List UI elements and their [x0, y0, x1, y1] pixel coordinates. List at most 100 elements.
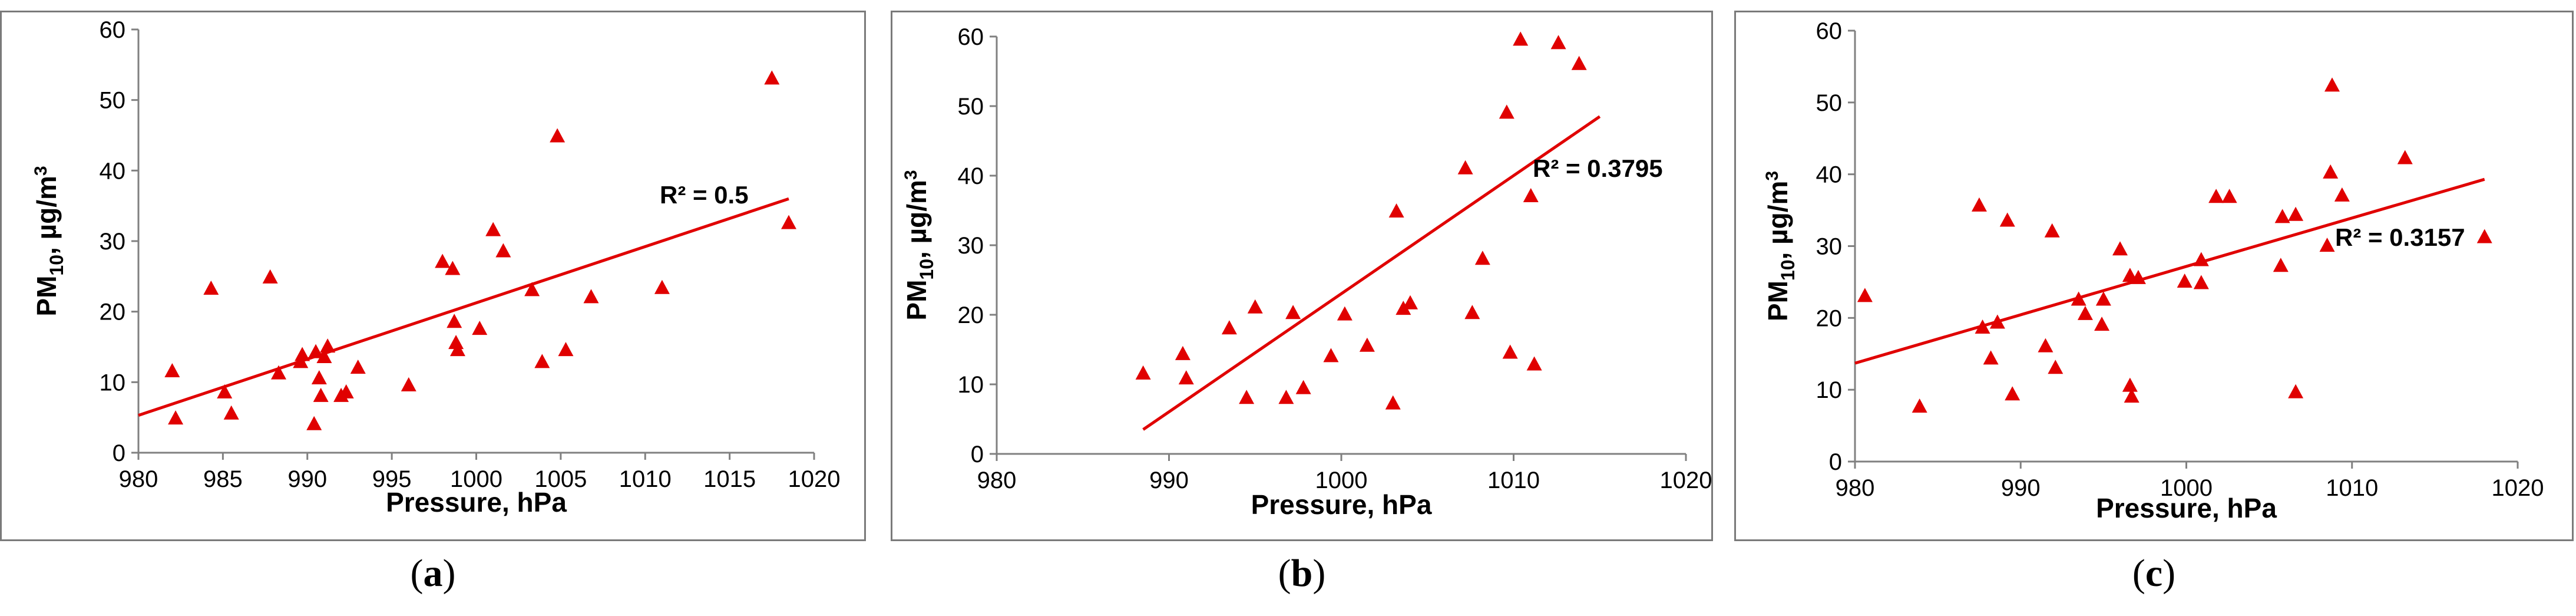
data-point: [1526, 356, 1542, 371]
data-point: [1239, 390, 1255, 404]
data-point: [2319, 238, 2335, 252]
data-point: [271, 365, 287, 380]
data-point: [2193, 252, 2209, 266]
data-point: [1323, 348, 1339, 363]
data-point: [1247, 299, 1263, 314]
x-tick-label: 990: [2001, 475, 2041, 501]
data-point: [2122, 377, 2138, 392]
y-tick-label: 10: [1816, 377, 1843, 403]
data-point: [1499, 104, 1514, 119]
data-point: [217, 384, 233, 398]
data-point: [2208, 189, 2224, 203]
data-point: [338, 384, 354, 398]
y-axis-label: PM10, µg/m3: [901, 170, 937, 320]
y-tick-label: 10: [958, 372, 984, 398]
data-point: [1513, 31, 1529, 46]
chart-frame-b: [891, 11, 1713, 541]
data-point: [1285, 305, 1301, 319]
data-point: [1385, 395, 1401, 410]
data-point: [203, 280, 219, 295]
data-point: [1550, 35, 1566, 50]
data-point: [2130, 269, 2146, 284]
data-point: [311, 370, 327, 384]
data-point: [781, 215, 796, 229]
data-point: [2288, 384, 2304, 398]
x-tick-label: 1000: [2160, 475, 2213, 501]
data-point: [2221, 189, 2237, 203]
x-tick-label: 990: [1149, 467, 1189, 493]
caption-a: (a): [410, 552, 456, 595]
y-tick-label: 0: [113, 440, 125, 466]
data-point: [2094, 317, 2110, 331]
data-point: [2397, 150, 2413, 164]
data-point: [1388, 203, 1404, 218]
data-point: [1457, 160, 1473, 174]
data-point: [2038, 338, 2053, 353]
x-tick-label: 980: [1836, 475, 1875, 501]
data-point: [495, 243, 511, 258]
data-point: [1571, 55, 1587, 70]
data-point: [558, 342, 574, 357]
data-point: [2077, 305, 2093, 320]
y-tick-label: 20: [1816, 305, 1843, 331]
data-point: [2071, 291, 2086, 306]
data-point: [1295, 380, 1311, 394]
x-tick-label: 1010: [2326, 475, 2378, 501]
data-point: [1135, 365, 1151, 380]
data-point: [583, 289, 599, 304]
data-point: [2193, 275, 2209, 289]
y-tick-label: 0: [971, 442, 984, 467]
data-point: [1178, 370, 1194, 385]
caption-c: (c): [2132, 552, 2176, 595]
data-point: [448, 335, 464, 350]
data-point: [1999, 212, 2015, 227]
r-squared-label: R² = 0.5: [660, 181, 749, 209]
x-tick-label: 985: [203, 466, 243, 492]
data-point: [2005, 386, 2021, 401]
y-tick-label: 40: [958, 163, 984, 189]
y-tick-label: 20: [958, 302, 984, 328]
x-tick-label: 980: [119, 466, 158, 492]
data-point: [262, 269, 278, 284]
data-point: [2323, 164, 2339, 179]
x-tick-label: 1010: [1487, 467, 1540, 493]
x-tick-label: 1015: [703, 466, 756, 492]
data-point: [1989, 314, 2005, 329]
data-point: [1359, 337, 1375, 352]
data-point: [2476, 229, 2492, 243]
data-point: [164, 363, 180, 377]
x-tick-label: 1010: [619, 466, 672, 492]
data-point: [1983, 350, 1999, 365]
r-squared-label: R² = 0.3795: [1533, 154, 1663, 182]
trendline: [138, 197, 789, 417]
y-tick-label: 50: [1816, 90, 1843, 116]
data-point: [485, 222, 501, 236]
data-point: [350, 360, 366, 374]
data-point: [534, 354, 550, 368]
data-point: [1337, 306, 1353, 321]
data-point: [1971, 197, 1987, 212]
x-axis-label: Pressure, hPa: [386, 487, 567, 518]
data-point: [1221, 320, 1237, 335]
data-point: [168, 410, 184, 425]
trendline: [1142, 115, 1601, 431]
data-point: [2112, 241, 2128, 256]
data-point: [764, 70, 780, 85]
data-point: [1502, 344, 1518, 359]
x-axis-label: Pressure, hPa: [1251, 489, 1432, 520]
data-point: [2274, 209, 2290, 223]
data-point: [1175, 345, 1191, 360]
data-point: [1278, 390, 1294, 404]
x-tick-label: 1000: [1315, 467, 1368, 493]
y-tick-label: 40: [1816, 162, 1843, 188]
x-tick-label: 995: [372, 466, 412, 492]
y-tick-label: 0: [1829, 449, 1842, 475]
trendline: [1854, 177, 2485, 365]
y-axis-label: PM10, µg/m3: [31, 166, 67, 316]
data-point: [435, 253, 451, 268]
caption-b: (b): [1278, 552, 1326, 595]
data-point: [2324, 77, 2340, 92]
data-point: [2288, 206, 2304, 221]
x-axis-label: Pressure, hPa: [2096, 493, 2277, 523]
y-tick-label: 60: [958, 24, 984, 50]
